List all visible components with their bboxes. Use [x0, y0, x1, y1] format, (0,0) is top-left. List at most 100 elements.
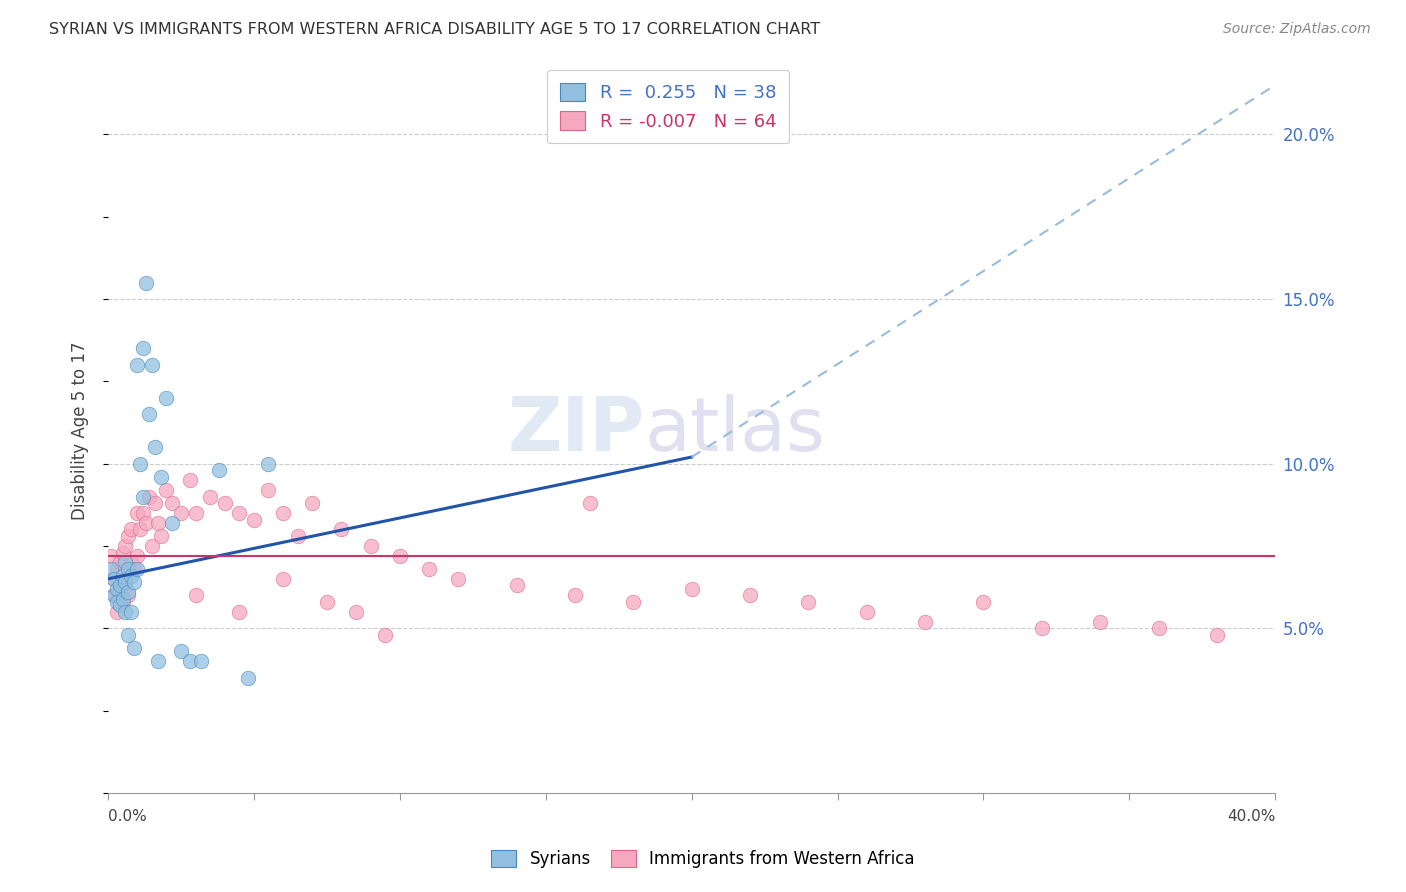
Point: [100, 549, 122, 563]
Point: [190, 654, 212, 668]
Point: [330, 523, 353, 537]
Text: ZIP: ZIP: [508, 394, 645, 467]
Point: [129, 523, 152, 537]
Point: [105, 562, 128, 576]
Point: [681, 582, 703, 596]
Point: [972, 595, 994, 609]
Point: [114, 555, 136, 569]
Point: [344, 605, 367, 619]
Point: [564, 588, 586, 602]
Point: [914, 615, 936, 629]
Text: 40.0%: 40.0%: [1227, 809, 1275, 824]
Point: [105, 582, 128, 596]
Text: Source: ZipAtlas.com: Source: ZipAtlas.com: [1223, 22, 1371, 37]
Point: [578, 496, 600, 510]
Point: [228, 605, 250, 619]
Point: [108, 582, 131, 596]
Point: [155, 391, 177, 405]
Text: atlas: atlas: [645, 394, 825, 467]
Point: [105, 605, 128, 619]
Point: [388, 549, 411, 563]
Point: [1090, 615, 1112, 629]
Point: [149, 529, 172, 543]
Legend: Syrians, Immigrants from Western Africa: Syrians, Immigrants from Western Africa: [482, 842, 924, 877]
Point: [1206, 628, 1229, 642]
Point: [108, 598, 131, 612]
Point: [208, 463, 231, 477]
Point: [114, 575, 136, 590]
Point: [117, 628, 139, 642]
Point: [146, 654, 169, 668]
Point: [271, 506, 294, 520]
Point: [111, 595, 134, 609]
Point: [505, 578, 527, 592]
Point: [114, 539, 136, 553]
Point: [236, 671, 259, 685]
Point: [132, 506, 155, 520]
Point: [117, 529, 139, 543]
Point: [108, 555, 131, 569]
Point: [418, 562, 440, 576]
Point: [447, 572, 470, 586]
Point: [179, 654, 201, 668]
Point: [143, 496, 166, 510]
Point: [374, 628, 396, 642]
Point: [129, 457, 152, 471]
Point: [143, 440, 166, 454]
Point: [111, 591, 134, 606]
Point: [117, 588, 139, 602]
Point: [127, 549, 149, 563]
Point: [103, 572, 125, 586]
Point: [100, 562, 122, 576]
Point: [315, 595, 337, 609]
Point: [170, 644, 193, 658]
Point: [120, 605, 142, 619]
Point: [1147, 621, 1170, 635]
Point: [122, 640, 145, 655]
Point: [141, 358, 163, 372]
Point: [127, 506, 149, 520]
Point: [301, 496, 323, 510]
Point: [117, 585, 139, 599]
Point: [360, 539, 382, 553]
Point: [160, 516, 183, 530]
Point: [138, 407, 160, 421]
Text: 0.0%: 0.0%: [108, 809, 146, 824]
Point: [228, 506, 250, 520]
Point: [127, 358, 149, 372]
Point: [257, 457, 280, 471]
Point: [287, 529, 309, 543]
Point: [111, 568, 134, 582]
Point: [184, 506, 207, 520]
Legend: R =  0.255   N = 38, R = -0.007   N = 64: R = 0.255 N = 38, R = -0.007 N = 64: [547, 70, 789, 144]
Point: [243, 513, 266, 527]
Point: [122, 575, 145, 590]
Point: [257, 483, 280, 497]
Point: [127, 562, 149, 576]
Text: SYRIAN VS IMMIGRANTS FROM WESTERN AFRICA DISABILITY AGE 5 TO 17 CORRELATION CHAR: SYRIAN VS IMMIGRANTS FROM WESTERN AFRICA…: [49, 22, 820, 37]
Point: [155, 483, 177, 497]
Point: [160, 496, 183, 510]
Point: [198, 490, 221, 504]
Point: [120, 555, 142, 569]
Point: [1031, 621, 1053, 635]
Point: [138, 490, 160, 504]
Point: [117, 562, 139, 576]
Point: [738, 588, 761, 602]
Y-axis label: Disability Age 5 to 17: Disability Age 5 to 17: [72, 342, 89, 520]
Point: [146, 516, 169, 530]
Point: [122, 562, 145, 576]
Point: [855, 605, 877, 619]
Point: [141, 539, 163, 553]
Point: [621, 595, 644, 609]
Point: [120, 568, 142, 582]
Point: [114, 572, 136, 586]
Point: [149, 470, 172, 484]
Point: [170, 506, 193, 520]
Point: [132, 490, 155, 504]
Point: [105, 595, 128, 609]
Point: [120, 523, 142, 537]
Point: [132, 342, 155, 356]
Point: [214, 496, 236, 510]
Point: [135, 516, 157, 530]
